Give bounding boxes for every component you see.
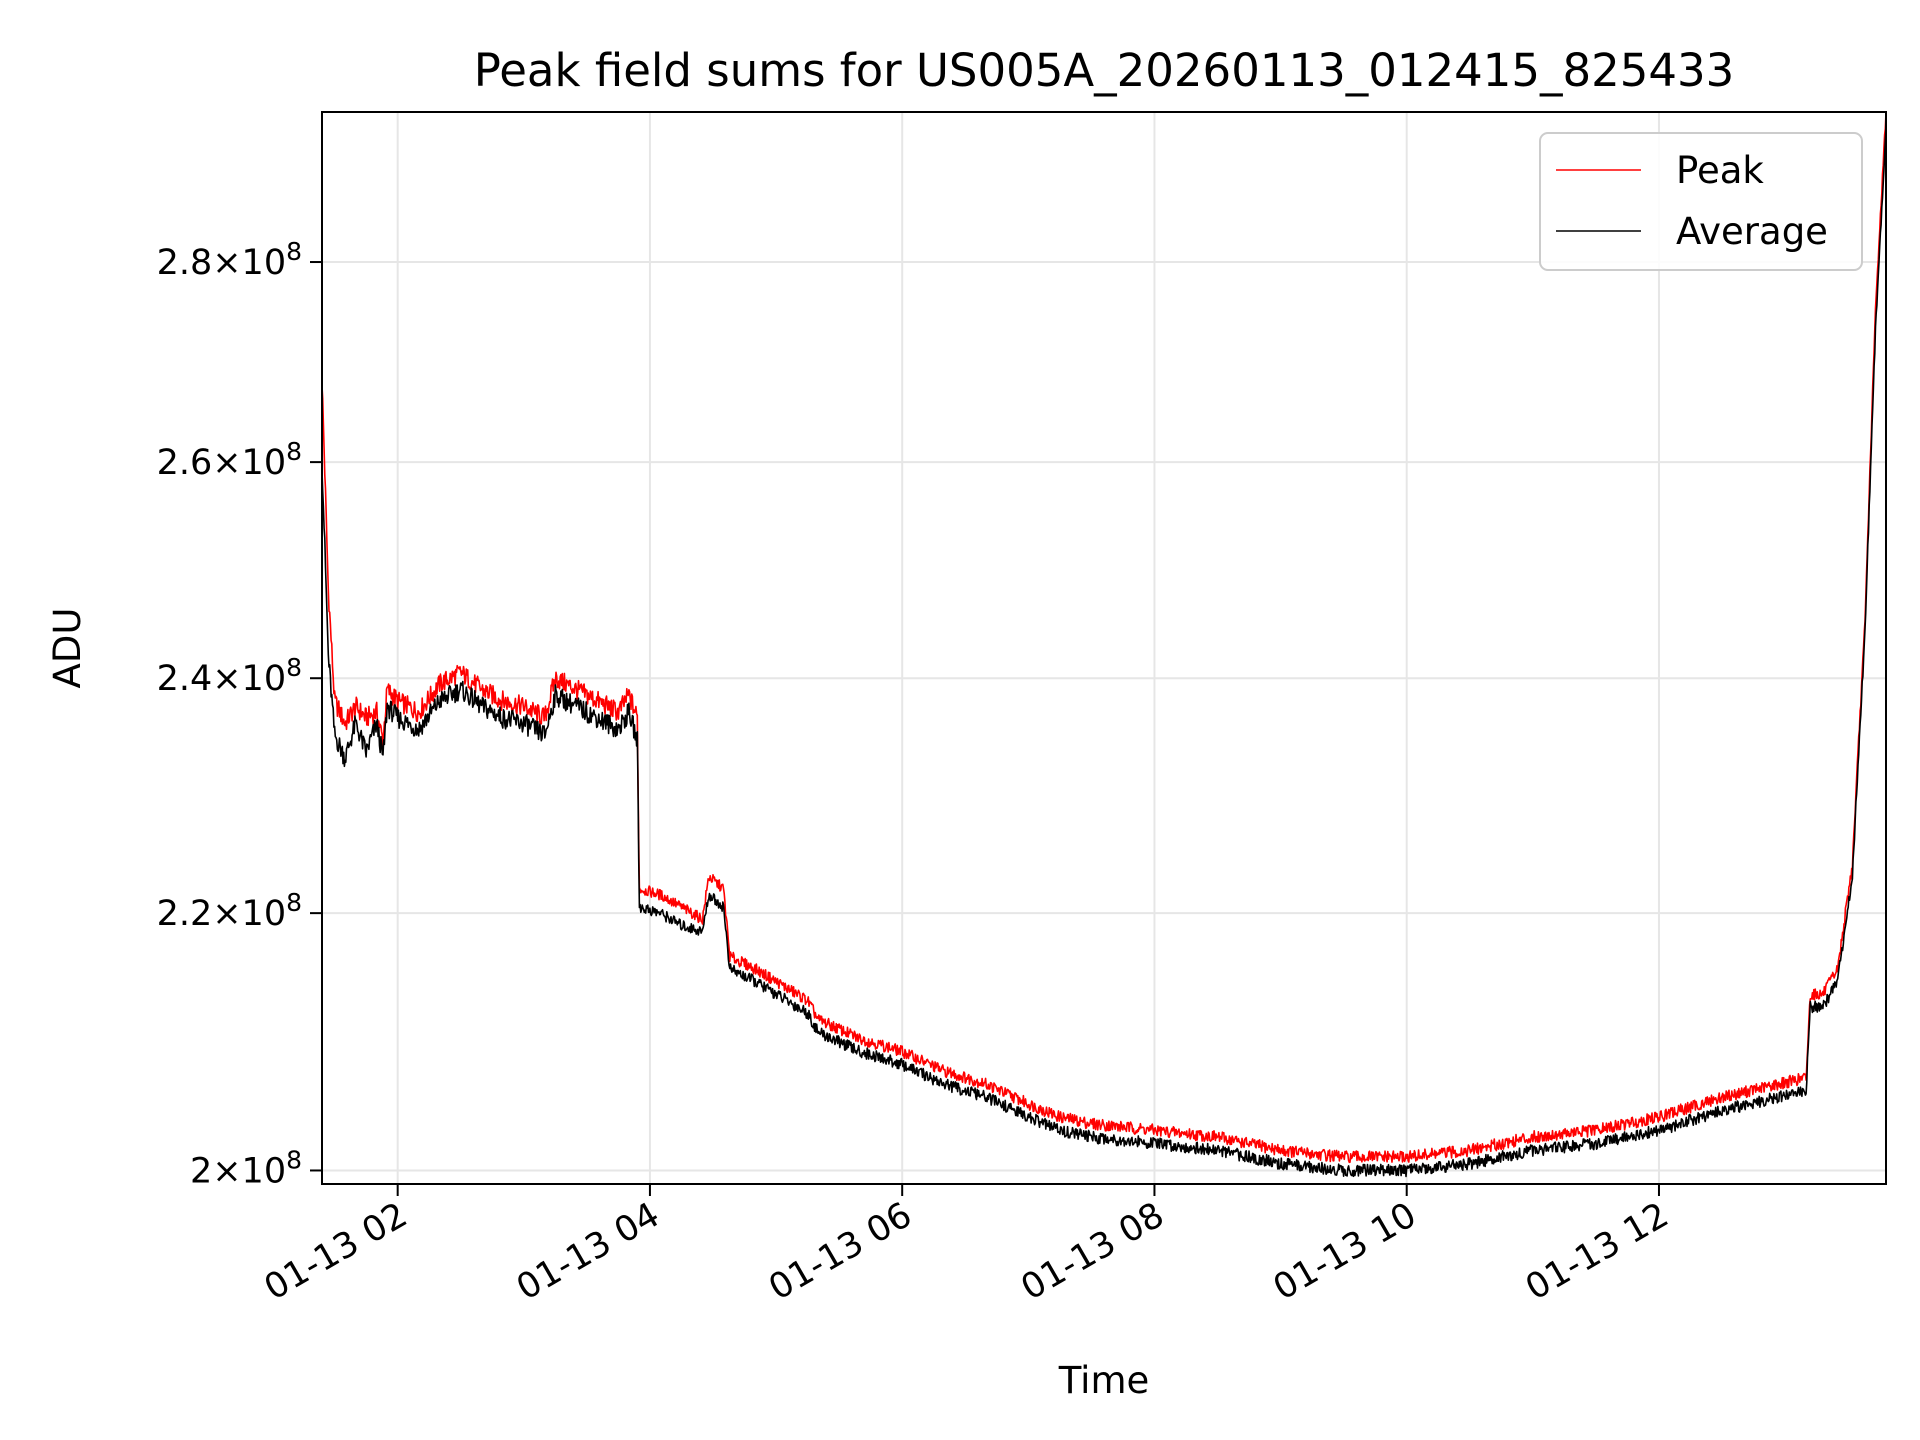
chart-title: Peak field sums for US005A_20260113_0124… — [474, 44, 1735, 97]
legend-box — [1539, 132, 1863, 271]
y-tick-label: 2.4×108 — [157, 653, 302, 699]
y-tick-label: 2.6×108 — [157, 437, 302, 483]
y-tick-exponent: 8 — [286, 237, 302, 266]
y-tick-mantissa: 2.4×10 — [157, 659, 287, 699]
y-tick-label: 2×108 — [190, 1145, 302, 1191]
y-tick-exponent: 8 — [286, 1145, 302, 1174]
legend-peak-label: Peak — [1676, 149, 1764, 192]
y-tick-exponent: 8 — [286, 437, 302, 466]
series-line-average — [321, 130, 1887, 1178]
y-tick-exponent: 8 — [286, 888, 302, 917]
y-tick-mantissa: 2.8×10 — [157, 243, 287, 283]
y-tick-label: 2.2×108 — [157, 888, 302, 934]
y-tick-label: 2.8×108 — [157, 237, 302, 283]
plot-area — [321, 111, 1887, 1178]
y-tick-mantissa: 2×10 — [190, 1151, 286, 1191]
y-tick-mantissa: 2.2×10 — [157, 894, 287, 934]
series-line-peak — [321, 111, 1887, 1164]
x-axis-label: Time — [1058, 1359, 1150, 1402]
legend: Peak Average — [1539, 132, 1863, 271]
y-tick-exponent: 8 — [286, 653, 302, 682]
axes-frame — [321, 111, 1887, 1185]
y-tick-mantissa: 2.6×10 — [157, 443, 287, 483]
y-axis-label: ADU — [46, 608, 89, 689]
legend-average-label: Average — [1676, 210, 1828, 253]
